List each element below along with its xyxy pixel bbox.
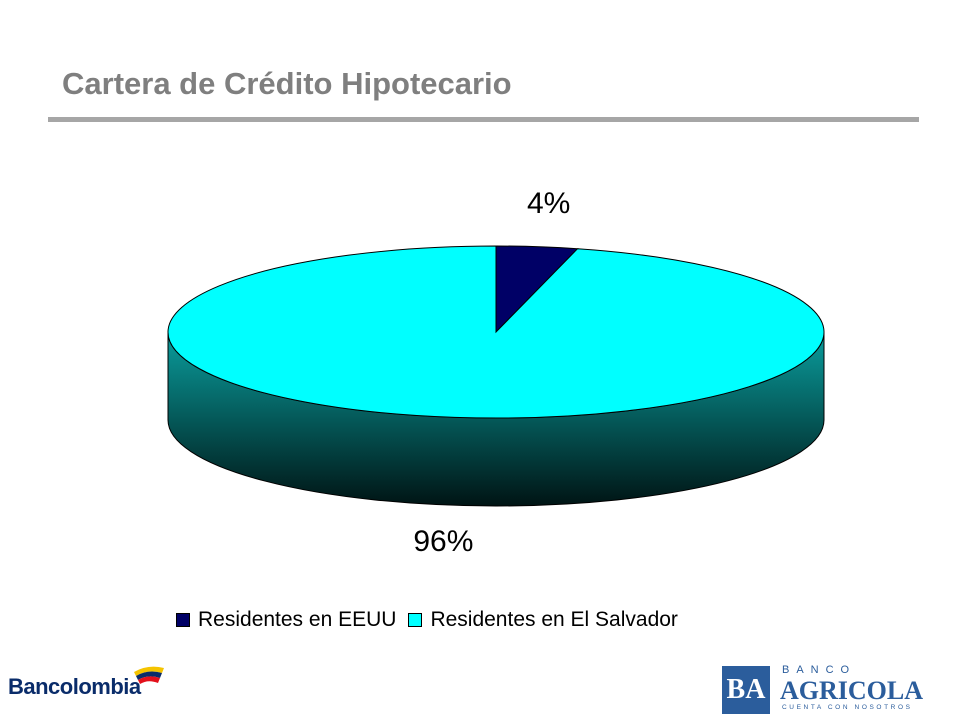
bancolombia-logo-text: Bancolombia [8, 674, 141, 699]
legend-label: Residentes en El Salvador [430, 608, 678, 631]
banco-agricola-logo: BA BANCO AGRICOLA CUENTA CON NOSOTROS [722, 664, 924, 716]
banco-agricola-banco: BANCO [782, 664, 857, 676]
banco-agricola-tagline: CUENTA CON NOSOTROS [782, 704, 913, 711]
legend-swatch [176, 613, 190, 627]
banco-agricola-name: AGRICOLA [780, 676, 924, 705]
chart-legend: Residentes en EEUU Residentes en El Salva… [176, 608, 690, 632]
bancolombia-flag-icon [134, 666, 164, 684]
legend-swatch [408, 613, 423, 627]
title-divider [48, 117, 919, 122]
bancolombia-logo: Bancolombia [8, 660, 168, 710]
legend-label: Residentes en EEUU [198, 608, 397, 631]
banco-agricola-mark: BA [722, 666, 770, 714]
pie-slice-residentes-en-el-salvador [167, 245, 825, 419]
legend-item: Residentes en El Salvador [408, 608, 678, 632]
pie-data-label: 96% [413, 525, 473, 558]
legend-item: Residentes en EEUU [176, 608, 396, 632]
pie-data-label: 4% [527, 187, 570, 220]
slide-title: Cartera de Crédito Hipotecario [62, 66, 512, 101]
